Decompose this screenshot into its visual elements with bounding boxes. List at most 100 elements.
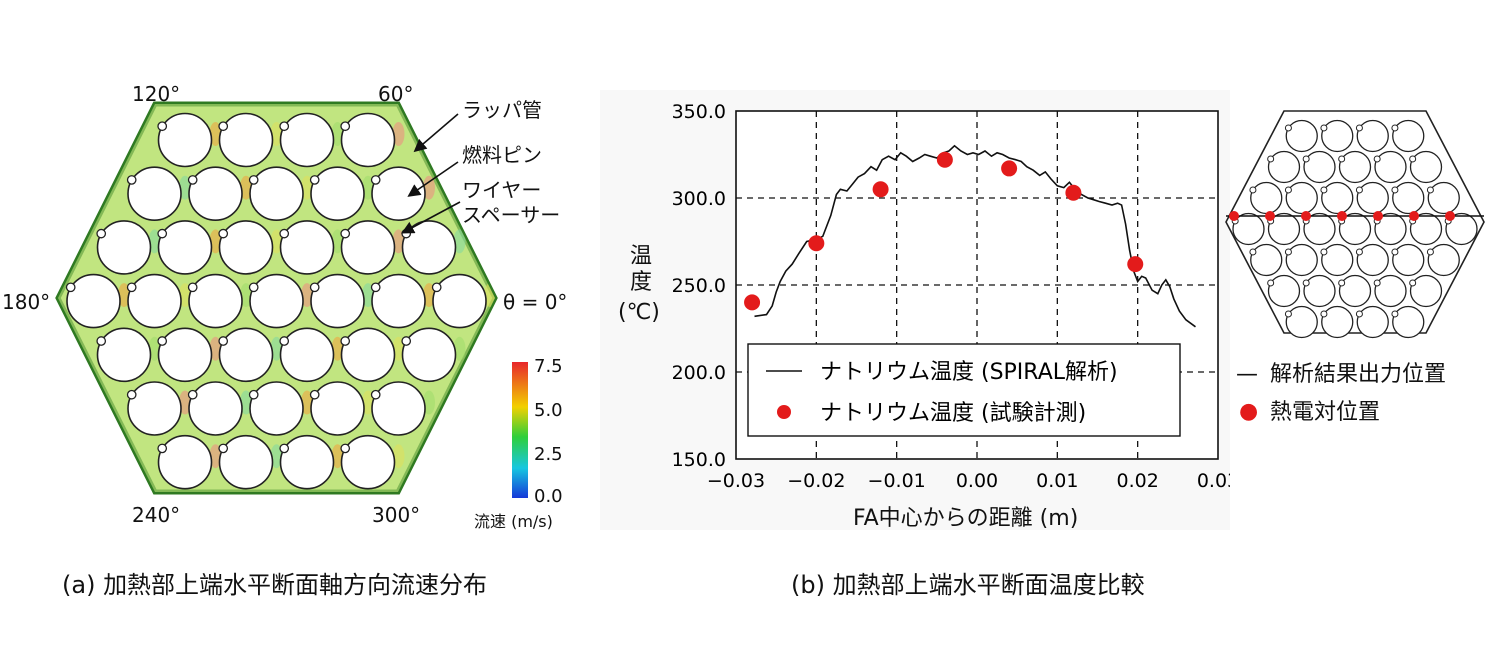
legend-box [747, 343, 1181, 437]
mini-fuel-pin [1427, 181, 1460, 215]
wire-spacer-label-2: スペーサー [462, 203, 561, 227]
wire-spacer [370, 389, 381, 400]
wire-spacer [279, 228, 290, 239]
data-point-measured [808, 235, 825, 252]
wire-spacer [126, 175, 137, 185]
caption-a: (a) 加熱部上端水平断面軸方向流速分布 [62, 571, 488, 599]
mini-wire-spacer [1426, 186, 1434, 194]
wire-spacer-arrow [401, 201, 461, 234]
mini-fuel-pin [1427, 243, 1460, 277]
fuel-pin [371, 273, 426, 329]
mini-wire-spacer [1373, 279, 1381, 287]
mini-fuel-pin [1232, 212, 1265, 246]
fuel-pin [188, 166, 243, 221]
mini-wire-spacer [1409, 155, 1417, 163]
angle-300-label: 300° [372, 503, 421, 527]
mini-wire-spacer [1284, 248, 1292, 256]
y-axis-unit: (℃) [618, 300, 660, 325]
flow-blotch [301, 283, 313, 308]
mini-fuel-pin [1445, 212, 1478, 246]
mini-thermocouple-dot [1301, 211, 1311, 221]
mini-wire-spacer [1284, 310, 1292, 318]
data-point-measured [1001, 160, 1018, 177]
mini-fuel-pin [1409, 150, 1443, 184]
mini-legend-point-label: 熱電対位置 [1270, 400, 1381, 425]
mini-fuel-pin [1250, 181, 1283, 215]
mini-wire-spacer [1249, 186, 1257, 194]
fuel-pin [157, 112, 213, 168]
y-tick-label: 300.0 [672, 188, 726, 210]
fuel-pin-array [65, 112, 487, 490]
data-point-measured [1127, 256, 1144, 273]
mini-fuel-pin [1356, 243, 1389, 277]
wire-spacer [340, 443, 351, 454]
flow-blotch [392, 444, 405, 469]
flow-blotch [179, 390, 191, 415]
x-tick-label: −0.02 [787, 470, 845, 492]
wire-spacer [218, 443, 229, 454]
fuel-pin [249, 381, 304, 436]
mini-fuel-pin [1285, 305, 1318, 339]
mini-wire-spacer [1355, 124, 1363, 132]
flow-blotch [270, 229, 283, 254]
mini-fuel-pin [1338, 212, 1372, 246]
mini-wire-spacer [1249, 248, 1257, 256]
mini-fuel-pin [1285, 181, 1318, 215]
mini-fuel-pin [1338, 150, 1372, 184]
wire-spacer [157, 336, 168, 346]
mini-fuel-pin [1392, 305, 1425, 339]
x-tick-label: 0.03 [1197, 470, 1230, 492]
y-tick-label: 150.0 [672, 449, 726, 471]
wire-spacer [96, 228, 107, 239]
fuel-pin [218, 434, 274, 490]
wire-spacer [309, 175, 320, 185]
fuel-pin [218, 112, 274, 168]
mini-wire-spacer [1373, 155, 1381, 163]
flow-blotch [362, 283, 374, 308]
flow-blotch [362, 175, 374, 200]
flow-blotch [423, 283, 435, 308]
mini-legend-point-swatch: ● [1239, 399, 1259, 424]
fuel-pin [340, 112, 396, 168]
fuel-pin [310, 273, 365, 329]
wire-spacer [309, 389, 320, 400]
fuel-pin [188, 381, 243, 436]
mini-wire-spacer [1267, 279, 1275, 287]
mini-wire-spacer [1320, 124, 1328, 132]
mini-fuel-pin [1409, 274, 1443, 308]
fuel-pin [127, 381, 182, 436]
flow-blotch [362, 390, 374, 415]
mini-legend-line-swatch: — [1236, 362, 1258, 387]
fuel-pin [157, 220, 213, 275]
mini-fuel-pin [1356, 305, 1389, 339]
wire-spacer [157, 443, 168, 454]
mini-fuel-pin [1409, 212, 1443, 246]
legend-line-label: ナトリウム温度 (SPIRAL解析) [820, 360, 1118, 385]
wrapper-arrow [413, 113, 459, 153]
flow-blotch [392, 229, 405, 254]
wire-spacer [279, 336, 290, 346]
fuel-pin [249, 166, 304, 221]
wire-spacer [340, 336, 351, 346]
mini-wire-spacer [1391, 124, 1399, 132]
angle-120-label: 120° [132, 82, 181, 106]
x-tick-labels: −0.03 −0.02 −0.01 0.00 0.01 0.02 0.03 [707, 470, 1230, 492]
wire-spacer [187, 282, 198, 293]
wire-spacer [157, 228, 168, 239]
flow-blotch [240, 283, 252, 308]
y-tick-label: 200.0 [672, 362, 726, 384]
mini-fuel-pin [1392, 181, 1425, 215]
mini-wire-spacer [1302, 155, 1310, 163]
mini-wire-spacer [1355, 310, 1363, 318]
data-point-measured [744, 294, 761, 311]
fuel-pin [279, 327, 335, 383]
colorbar-tick-5.0: 5.0 [534, 400, 563, 421]
wire-spacer [65, 282, 76, 293]
flow-blotch [331, 229, 344, 254]
mini-fuel-pin [1267, 212, 1301, 246]
flow-blotch [270, 336, 283, 361]
y-tick-label: 250.0 [672, 275, 726, 297]
colorbar-tick-7.5: 7.5 [534, 356, 563, 377]
mini-wire-spacer [1284, 124, 1292, 132]
data-point-measured [872, 181, 889, 198]
